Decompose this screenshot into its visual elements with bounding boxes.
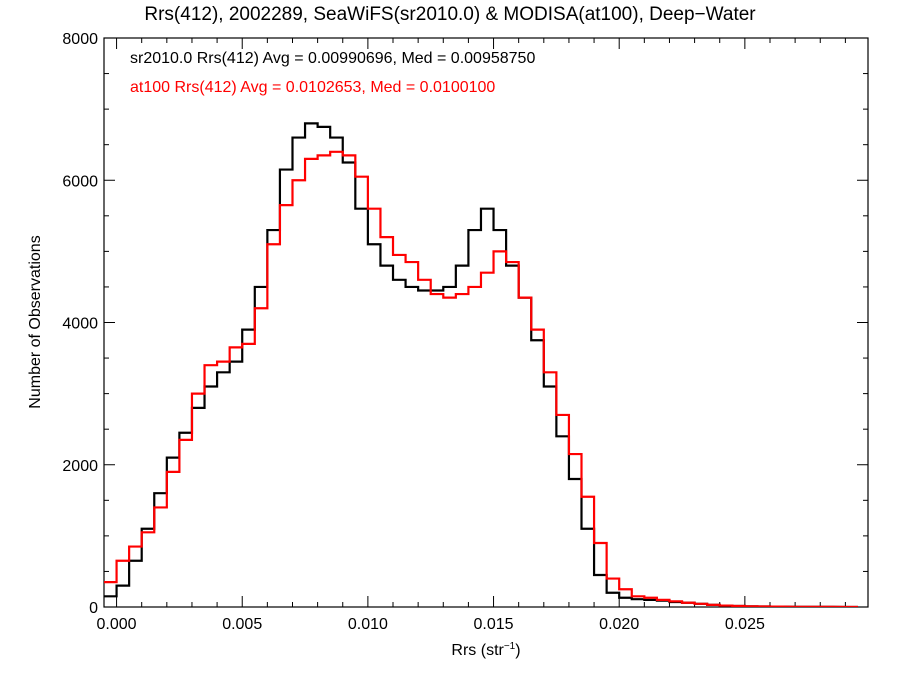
annotation-sr2010: sr2010.0 Rrs(412) Avg = 0.00990696, Med … <box>130 50 535 67</box>
chart-title: Rrs(412), 2002289, SeaWiFS(sr2010.0) & M… <box>144 4 756 25</box>
tick-labels: 0.000 0.005 0.010 0.015 0.020 0.025 0 2000 4000 6… <box>62 31 765 633</box>
x-tick-label: 0.025 <box>725 616 765 633</box>
x-axis-label-superscript: −1 <box>504 641 516 652</box>
y-tick-label: 4000 <box>62 316 98 333</box>
x-tick-label: 0.020 <box>599 616 639 633</box>
y-tick-label: 8000 <box>62 31 98 48</box>
x-axis-label-close: ) <box>515 642 520 659</box>
x-tick-label: 0.000 <box>97 616 137 633</box>
y-tick-label: 0 <box>89 600 98 617</box>
annotation-at100: at100 Rrs(412) Avg = 0.0102653, Med = 0.… <box>130 79 495 96</box>
x-tick-label: 0.015 <box>474 616 514 633</box>
x-tick-label: 0.005 <box>222 616 262 633</box>
y-tick-label: 6000 <box>62 173 98 190</box>
series-layer <box>104 122 858 607</box>
y-axis-label: Number of Observations <box>27 235 44 408</box>
x-tick-label: 0.010 <box>348 616 388 633</box>
y-tick-label: 2000 <box>62 458 98 475</box>
series-at100 <box>104 150 858 607</box>
series-line-at100 <box>104 150 858 607</box>
plot-frame <box>103 37 869 608</box>
x-axis-label-text: Rrs (str <box>451 642 504 659</box>
axis-ticks <box>104 37 868 608</box>
x-axis-label: Rrs (str−1) <box>451 641 520 659</box>
